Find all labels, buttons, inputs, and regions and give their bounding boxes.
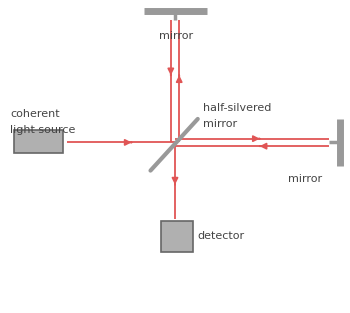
Text: mirror: mirror [159, 31, 193, 41]
Text: mirror: mirror [288, 174, 322, 184]
Text: mirror: mirror [203, 119, 237, 129]
Text: light source: light source [10, 125, 76, 135]
Text: half-silvered: half-silvered [203, 103, 271, 113]
Text: coherent: coherent [10, 109, 60, 119]
Bar [14, 130, 63, 153]
Bar [161, 221, 192, 252]
Text: detector: detector [198, 231, 245, 241]
